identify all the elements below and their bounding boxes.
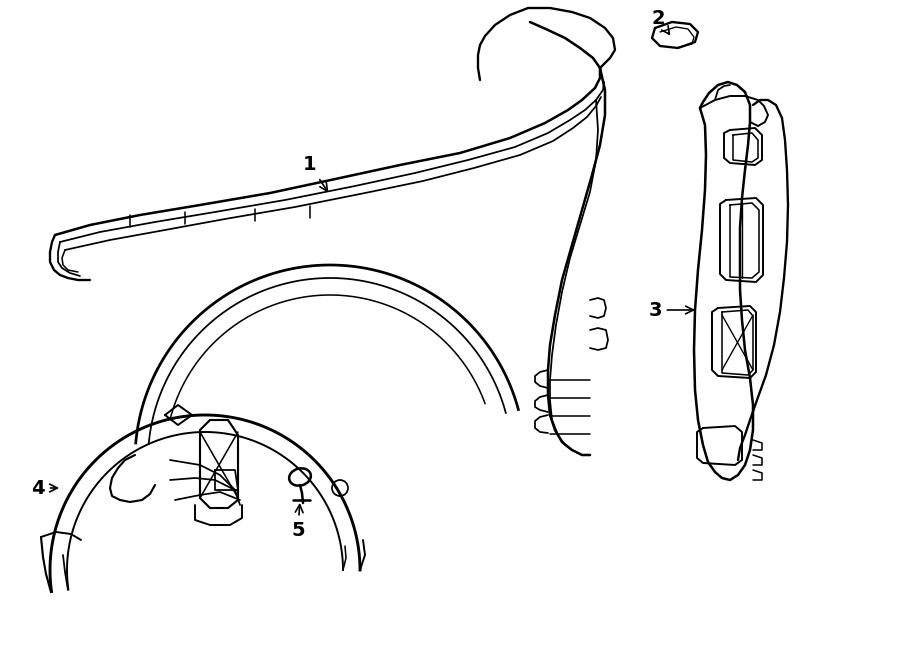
- Text: 1: 1: [303, 155, 328, 191]
- Text: 4: 4: [32, 479, 58, 498]
- Text: 2: 2: [652, 9, 670, 34]
- Text: 5: 5: [292, 504, 305, 539]
- Text: 3: 3: [648, 301, 693, 319]
